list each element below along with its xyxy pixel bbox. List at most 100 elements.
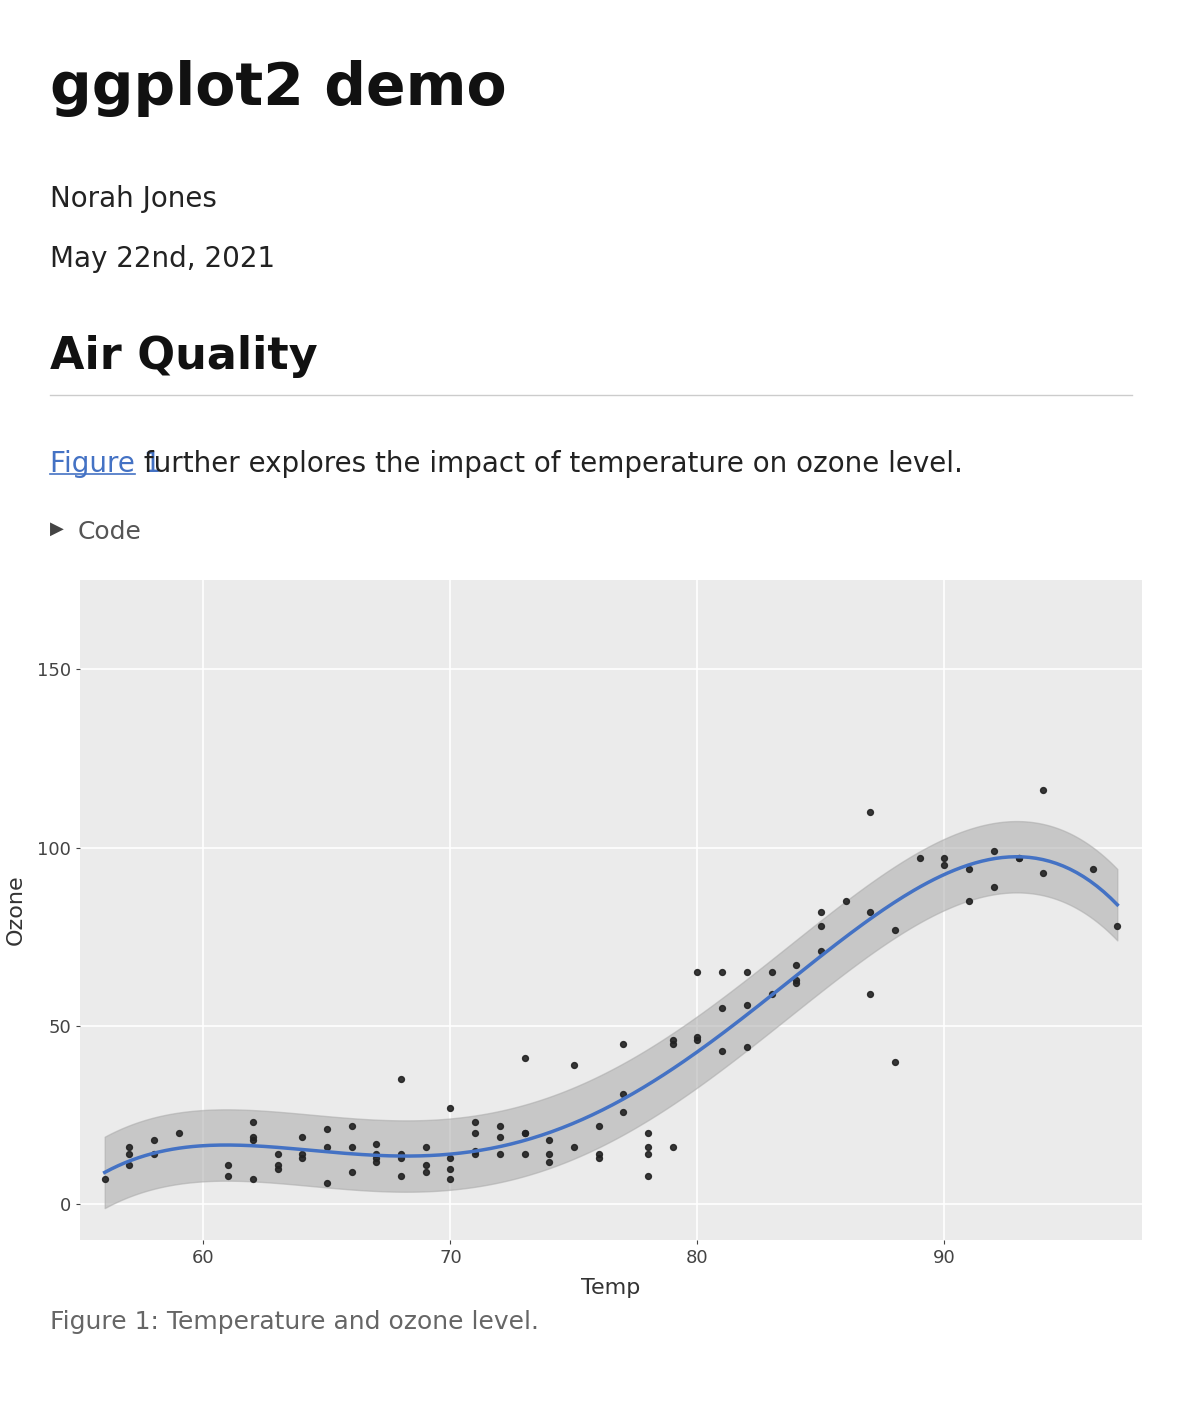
Point [713, 997, 732, 1020]
Point [318, 1136, 337, 1158]
Point [515, 1121, 534, 1144]
Text: Figure 1: Temperature and ozone level.: Figure 1: Temperature and ozone level. [50, 1310, 539, 1334]
Point [96, 1168, 115, 1191]
Point [491, 1126, 509, 1148]
Point [713, 1039, 732, 1062]
Point [243, 1126, 262, 1148]
Point [613, 1100, 632, 1123]
Point [466, 1121, 485, 1144]
Point [613, 1082, 632, 1104]
Point [293, 1147, 312, 1170]
Point [219, 1164, 238, 1187]
Point [960, 889, 979, 912]
Point [391, 1143, 410, 1165]
X-axis label: Temp: Temp [582, 1279, 641, 1298]
Point [441, 1168, 460, 1191]
Point [738, 1037, 756, 1059]
Point [466, 1140, 485, 1163]
Point [885, 919, 904, 942]
Y-axis label: Ozone: Ozone [6, 875, 26, 946]
Point [738, 993, 756, 1015]
Point [293, 1143, 312, 1165]
Text: Code: Code [78, 520, 142, 544]
Point [540, 1129, 559, 1151]
Point [638, 1136, 657, 1158]
Point [910, 847, 929, 869]
Point [466, 1112, 485, 1134]
Text: ▶: ▶ [50, 520, 64, 538]
Point [318, 1119, 337, 1141]
Point [589, 1143, 608, 1165]
Point [169, 1121, 188, 1144]
Point [663, 1029, 682, 1052]
Point [713, 961, 732, 984]
Point [540, 1143, 559, 1165]
Point [787, 971, 806, 994]
Point [466, 1143, 485, 1165]
Point [1108, 915, 1126, 937]
Point [860, 983, 879, 1005]
Text: May 22nd, 2021: May 22nd, 2021 [50, 245, 275, 273]
Text: ggplot2 demo: ggplot2 demo [50, 59, 507, 118]
Point [885, 1051, 904, 1073]
Point [391, 1164, 410, 1187]
Point [119, 1143, 138, 1165]
Point [366, 1133, 385, 1155]
Point [416, 1161, 435, 1184]
Point [441, 1096, 460, 1119]
Point [268, 1157, 287, 1180]
Point [441, 1147, 460, 1170]
Text: Figure 1: Figure 1 [50, 450, 162, 479]
Text: further explores the impact of temperature on ozone level.: further explores the impact of temperatu… [135, 450, 963, 479]
Point [491, 1143, 509, 1165]
Point [688, 1025, 707, 1048]
Point [638, 1164, 657, 1187]
Point [1034, 779, 1053, 801]
Point [812, 940, 831, 963]
Point [738, 961, 756, 984]
Point [416, 1154, 435, 1177]
Point [762, 961, 781, 984]
Point [565, 1136, 584, 1158]
Point [860, 901, 879, 923]
Point [638, 1121, 657, 1144]
Point [441, 1157, 460, 1180]
Point [343, 1136, 362, 1158]
Point [663, 1136, 682, 1158]
Point [836, 889, 855, 912]
Point [293, 1126, 312, 1148]
Point [243, 1168, 262, 1191]
Point [343, 1161, 362, 1184]
Point [366, 1150, 385, 1172]
Point [1009, 847, 1028, 869]
Point [515, 1046, 534, 1069]
Point [243, 1112, 262, 1134]
Point [762, 983, 781, 1005]
Point [144, 1143, 163, 1165]
Point [515, 1143, 534, 1165]
Point [1083, 858, 1102, 881]
Point [144, 1129, 163, 1151]
Point [860, 800, 879, 823]
Point [613, 1032, 632, 1055]
Point [812, 915, 831, 937]
Point [787, 969, 806, 991]
Point [219, 1154, 238, 1177]
Point [366, 1143, 385, 1165]
Point [1009, 847, 1028, 869]
Point [935, 847, 954, 869]
Point [391, 1147, 410, 1170]
Point [663, 1032, 682, 1055]
Point [1034, 861, 1053, 884]
Point [515, 1121, 534, 1144]
Point [787, 954, 806, 977]
Point [638, 1143, 657, 1165]
Point [812, 901, 831, 923]
Point [935, 854, 954, 877]
Text: Norah Jones: Norah Jones [50, 185, 216, 212]
Point [960, 858, 979, 881]
Point [491, 1114, 509, 1137]
Point [589, 1147, 608, 1170]
Point [688, 961, 707, 984]
Point [119, 1154, 138, 1177]
